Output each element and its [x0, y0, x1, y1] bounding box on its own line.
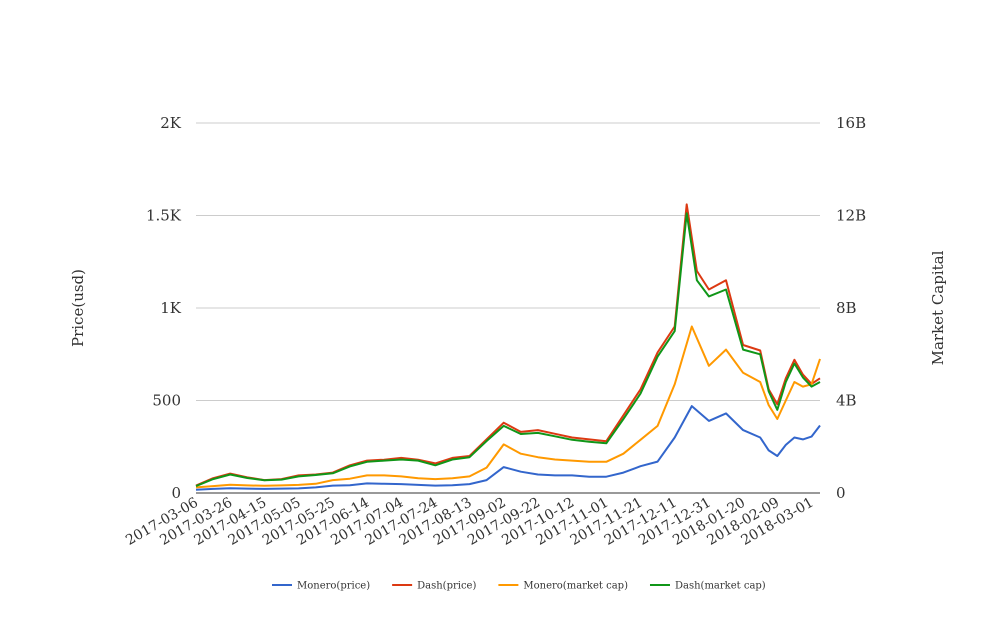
y-left-tick-label: 1K	[160, 299, 182, 317]
legend-label: Monero(price)	[297, 581, 370, 592]
series-line-3	[195, 325, 821, 489]
y-axis-left: 0 500 1K 1.5K 2K	[146, 114, 182, 502]
legend-item: Monero(price)	[272, 581, 370, 592]
y-left-tick-label: 2K	[160, 114, 182, 132]
series-line-2	[195, 203, 821, 487]
legend-item: Monero(market cap)	[498, 581, 628, 592]
legend: Monero(price) Dash(price) Monero(market ca…	[272, 581, 766, 592]
series-line-1	[195, 405, 821, 491]
y-right-tick-label: 8B	[836, 299, 857, 317]
legend-label: Dash(price)	[417, 581, 476, 592]
legend-item: Dash(price)	[392, 581, 476, 592]
y-left-tick-label: 0	[171, 484, 181, 502]
y-axis-right-title: Market Capital	[929, 250, 947, 365]
y-left-tick-label: 1.5K	[146, 207, 182, 225]
x-axis: 2017-03-062017-03-262017-04-152017-05-05…	[123, 495, 816, 549]
series-lines	[195, 203, 821, 491]
legend-item: Dash(market cap)	[649, 581, 766, 592]
y-left-tick-label: 500	[152, 392, 181, 410]
y-right-tick-label: 16B	[836, 114, 866, 132]
y-axis-right: 0 4B 8B 12B 16B	[836, 114, 866, 502]
legend-label: Monero(market cap)	[523, 581, 628, 592]
legend-label: Dash(market cap)	[675, 581, 766, 592]
series-line-4	[195, 212, 821, 488]
y-axis-left-title: Price(usd)	[69, 269, 87, 347]
y-right-tick-label: 0	[836, 484, 846, 502]
y-right-tick-label: 4B	[836, 392, 857, 410]
gridlines	[196, 122, 820, 401]
y-right-tick-label: 12B	[836, 207, 866, 225]
